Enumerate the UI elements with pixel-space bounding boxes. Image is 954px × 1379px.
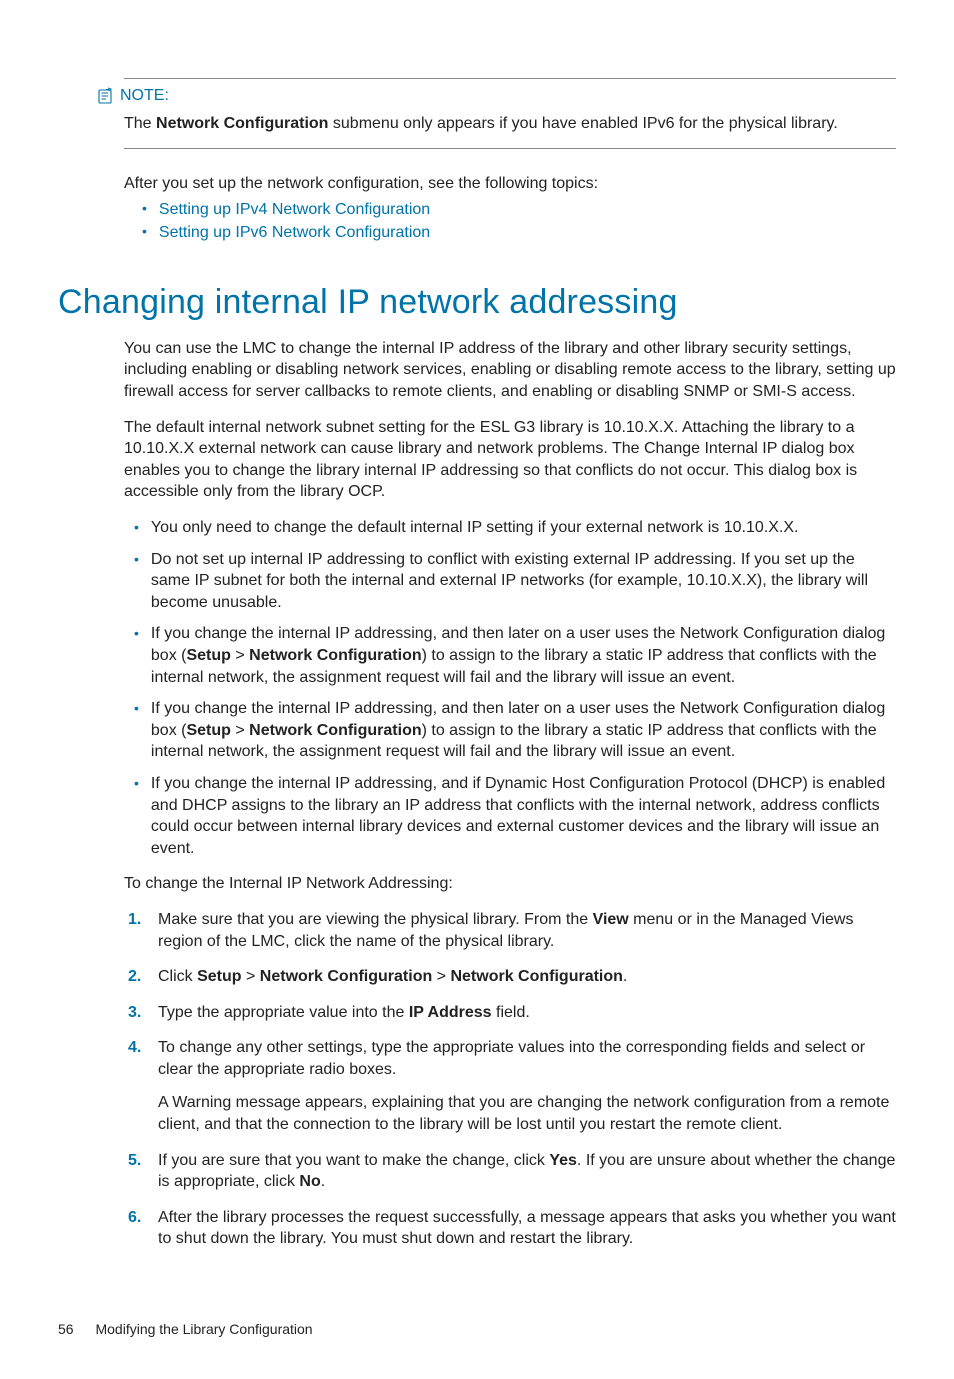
paragraph: The default internal network subnet sett… — [124, 417, 896, 503]
step-text: Type the appropriate value into the IP A… — [158, 1002, 896, 1024]
page-footer: 56 Modifying the Library Configuration — [58, 1320, 896, 1339]
list-item: You only need to change the default inte… — [124, 517, 896, 539]
note-box: NOTE: The Network Configuration submenu … — [124, 78, 896, 149]
bullet-text: If you change the internal IP addressing… — [151, 773, 896, 859]
note-text-pre: The — [124, 115, 156, 132]
note-text-bold: Network Configuration — [156, 115, 328, 132]
step-text: Click Setup > Network Configuration > Ne… — [158, 966, 896, 988]
step-item: Click Setup > Network Configuration > Ne… — [124, 966, 896, 988]
list-item: If you change the internal IP addressing… — [124, 773, 896, 859]
step-text: After the library processes the request … — [158, 1207, 896, 1250]
page-number: 56 — [58, 1321, 74, 1337]
step-text: To change any other settings, type the a… — [158, 1039, 865, 1078]
note-text-post: submenu only appears if you have enabled… — [328, 115, 837, 132]
step-extra-paragraph: A Warning message appears, explaining th… — [158, 1092, 896, 1135]
section-heading: Changing internal IP network addressing — [58, 280, 896, 326]
note-label: NOTE: — [120, 85, 169, 107]
list-item: Setting up IPv6 Network Configuration — [124, 222, 896, 244]
list-item: If you change the internal IP addressing… — [124, 623, 896, 688]
bullet-list: You only need to change the default inte… — [124, 517, 896, 859]
footer-section-title: Modifying the Library Configuration — [95, 1321, 312, 1337]
note-text: The Network Configuration submenu only a… — [124, 113, 896, 135]
note-icon — [96, 87, 114, 105]
step-item: If you are sure that you want to make th… — [124, 1150, 896, 1193]
list-item: If you change the internal IP addressing… — [124, 698, 896, 763]
note-header: NOTE: — [96, 85, 896, 107]
step-item: After the library processes the request … — [124, 1207, 896, 1250]
step-text: Make sure that you are viewing the physi… — [158, 909, 896, 952]
steps-intro: To change the Internal IP Network Addres… — [124, 873, 896, 895]
steps-list: Make sure that you are viewing the physi… — [124, 909, 896, 1250]
intro-line: After you set up the network configurati… — [124, 173, 896, 195]
paragraph: You can use the LMC to change the intern… — [124, 338, 896, 403]
list-item: Do not set up internal IP addressing to … — [124, 549, 896, 614]
step-text: If you are sure that you want to make th… — [158, 1150, 896, 1193]
list-item: Setting up IPv4 Network Configuration — [124, 199, 896, 221]
bullet-text: If you change the internal IP addressing… — [151, 623, 896, 688]
bullet-text: If you change the internal IP addressing… — [151, 698, 896, 763]
step-item: Make sure that you are viewing the physi… — [124, 909, 896, 952]
step-item: Type the appropriate value into the IP A… — [124, 1002, 896, 1024]
bullet-text: Do not set up internal IP addressing to … — [151, 549, 896, 614]
bullet-text: You only need to change the default inte… — [151, 517, 896, 539]
related-links-list: Setting up IPv4 Network Configuration Se… — [124, 199, 896, 244]
step-item: To change any other settings, type the a… — [124, 1037, 896, 1135]
link-ipv6[interactable]: Setting up IPv6 Network Configuration — [159, 222, 430, 244]
link-ipv4[interactable]: Setting up IPv4 Network Configuration — [159, 199, 430, 221]
